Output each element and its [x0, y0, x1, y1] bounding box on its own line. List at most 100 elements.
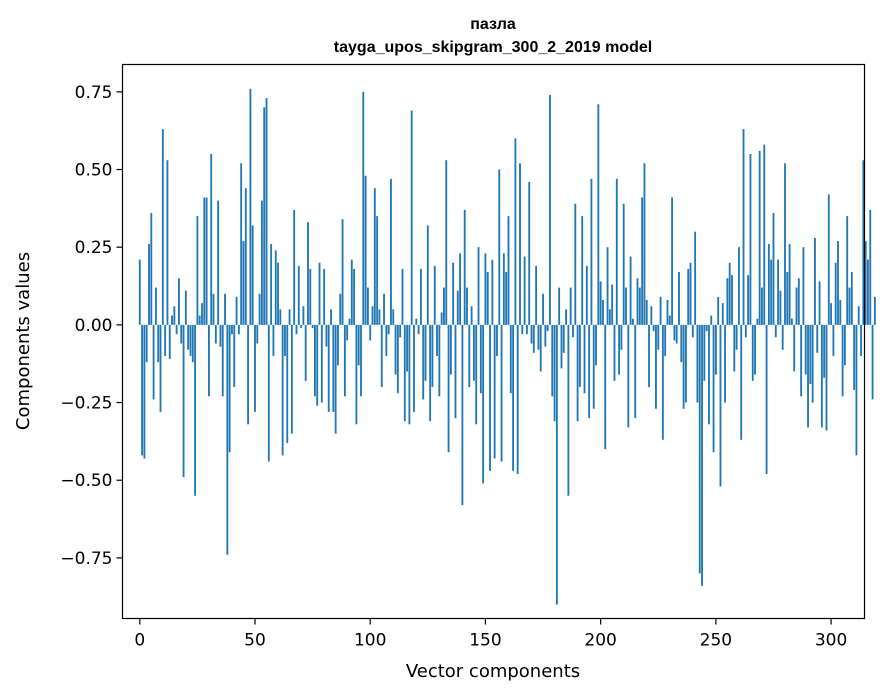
bar: [530, 324, 533, 344]
bar: [191, 324, 194, 363]
bar: [256, 324, 259, 344]
bar: [848, 287, 851, 325]
bar: [595, 324, 597, 366]
bar: [447, 324, 450, 453]
bar: [244, 188, 247, 325]
bar: [749, 153, 752, 325]
bar: [194, 324, 197, 496]
bar: [705, 324, 708, 332]
bar: [270, 244, 273, 325]
bar: [613, 324, 616, 381]
bar: [212, 293, 215, 325]
bar: [604, 324, 607, 450]
bar: [337, 324, 339, 366]
bar: [611, 284, 614, 325]
bar: [731, 275, 733, 325]
y-tick-label: −0.75: [60, 549, 112, 569]
bar: [777, 259, 780, 325]
bar: [535, 265, 538, 325]
bar: [832, 324, 835, 356]
bar: [385, 324, 388, 356]
bar: [323, 268, 326, 325]
bar: [461, 324, 464, 506]
bar: [827, 194, 830, 325]
bar: [399, 324, 402, 338]
y-tick-label: −0.50: [60, 471, 112, 491]
bar: [470, 306, 473, 325]
bar: [265, 98, 268, 325]
bar: [747, 275, 750, 325]
bar: [383, 293, 385, 325]
bar: [841, 324, 844, 397]
bar: [242, 240, 245, 325]
bar: [675, 324, 678, 344]
bar: [652, 324, 655, 332]
bar: [313, 324, 316, 397]
bar: [864, 240, 867, 325]
bar: [489, 324, 491, 471]
bar: [221, 324, 224, 397]
bar: [353, 268, 356, 325]
bar: [166, 160, 169, 325]
bars-group: [138, 88, 876, 605]
chart-subtitle: tayga_upos_skipgram_300_2_2019 model: [334, 39, 652, 56]
bar: [578, 324, 581, 388]
bar: [857, 306, 860, 325]
x-axis-label: Vector components: [406, 661, 580, 682]
bar: [521, 324, 524, 335]
bar: [816, 324, 819, 353]
bar: [249, 88, 252, 325]
bar: [502, 253, 505, 325]
bar: [378, 309, 381, 325]
bar: [286, 324, 289, 443]
bar: [790, 318, 793, 325]
bar: [396, 324, 399, 394]
bar: [567, 324, 570, 496]
bar: [562, 324, 565, 353]
bar: [410, 110, 413, 325]
bar: [394, 324, 397, 375]
bar: [254, 324, 256, 412]
bar: [424, 324, 427, 381]
bar: [560, 324, 563, 369]
bar: [754, 324, 756, 375]
y-tick-label: 0.50: [75, 161, 113, 181]
bar: [505, 272, 508, 325]
bar: [210, 153, 213, 325]
bar: [627, 324, 630, 428]
bar: [224, 293, 226, 325]
bar: [537, 324, 540, 350]
bar: [251, 225, 254, 325]
bar: [369, 324, 372, 341]
bar: [712, 324, 715, 453]
bar: [839, 300, 842, 325]
bar: [592, 324, 595, 409]
bar: [772, 213, 775, 325]
y-axis-ticks: −0.75 −0.50 −0.25 0.00 0.25 0.50 0.75: [60, 83, 123, 569]
bar: [638, 287, 641, 325]
bar: [350, 259, 353, 325]
y-tick-label: 0.25: [75, 238, 113, 258]
bar: [599, 281, 602, 325]
bar: [691, 324, 694, 338]
bar: [588, 324, 591, 419]
bar: [392, 309, 395, 325]
bar: [846, 216, 849, 325]
bar: [811, 324, 814, 403]
bar: [814, 237, 816, 325]
x-tick-label: 150: [469, 631, 501, 651]
bar: [429, 324, 432, 422]
bar: [277, 262, 279, 325]
bar: [318, 262, 321, 325]
bar: [205, 197, 208, 325]
bar: [618, 324, 621, 375]
bar: [366, 287, 369, 325]
bar: [678, 272, 680, 325]
bar: [217, 200, 220, 325]
bar: [671, 197, 674, 325]
bar: [532, 324, 535, 353]
bar: [403, 324, 406, 422]
bar: [770, 259, 773, 325]
bar: [357, 324, 360, 366]
bar: [873, 296, 876, 325]
